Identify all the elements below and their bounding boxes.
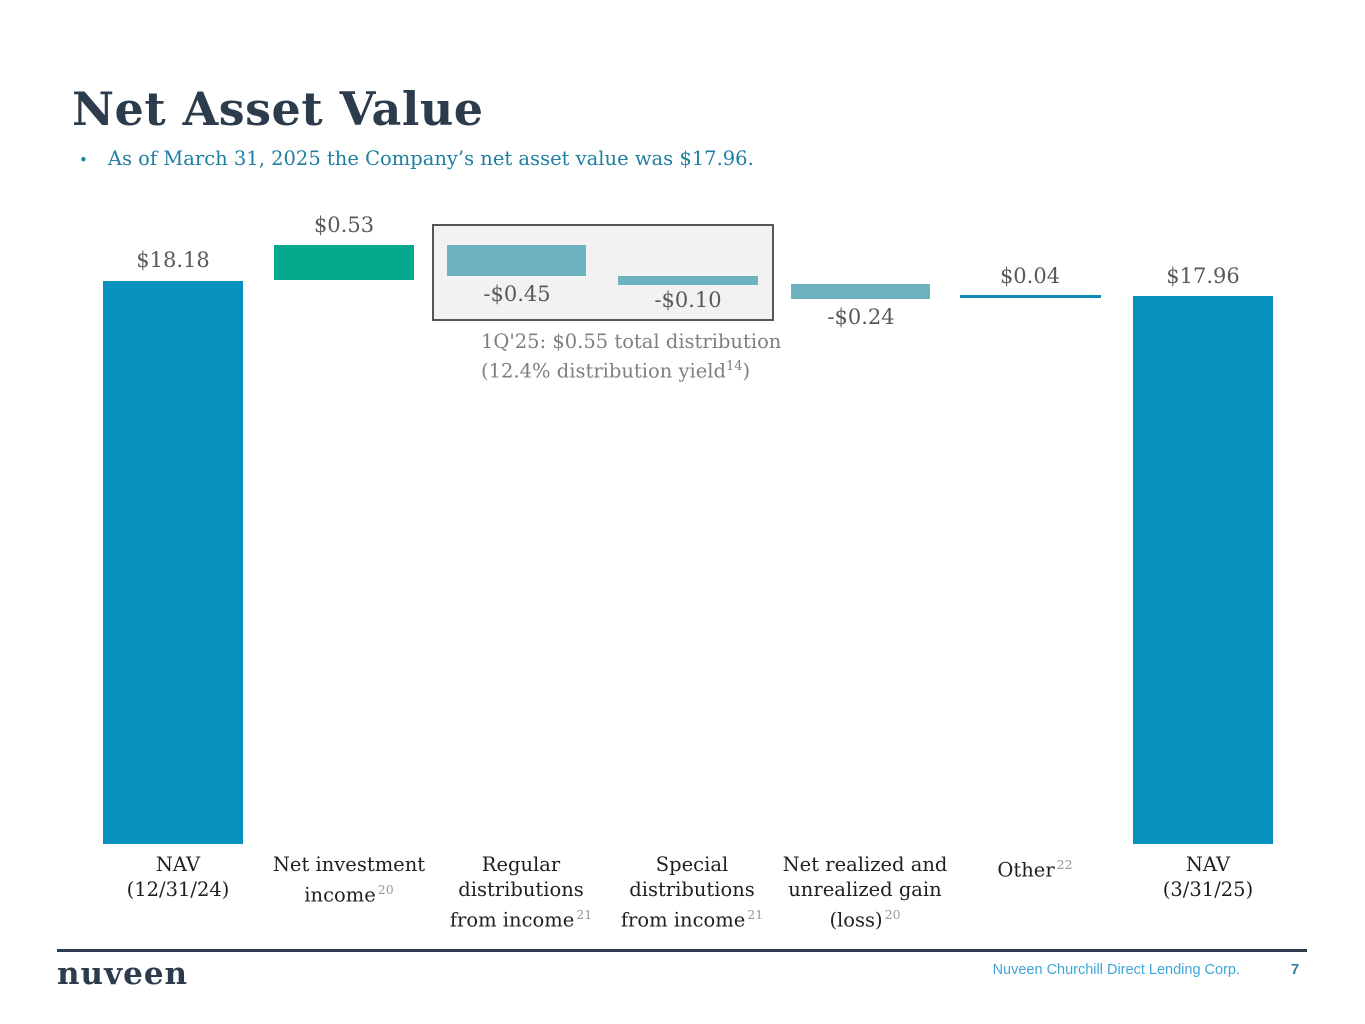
footnote-ref-14: 14 (726, 358, 743, 374)
bar-nav-end (1133, 296, 1273, 844)
category-label-special-distributions: Special distributions from income 21 (620, 853, 764, 932)
page-number: 7 (1290, 961, 1300, 978)
bar-other (960, 295, 1101, 298)
footnote-ref-22: 22 (1056, 857, 1073, 872)
value-label-nav-end: $17.96 (1166, 264, 1240, 288)
category-label-net-realized-gain: Net realized and unrealized gain (loss) 2… (782, 853, 948, 932)
footnote-ref-21: 21 (576, 907, 593, 922)
bar-net-realized-gain (791, 284, 930, 299)
bar-regular-distributions (447, 245, 586, 276)
value-label-nav-start: $18.18 (136, 248, 210, 272)
value-label-net-investment-income: $0.53 (313, 213, 375, 237)
category-label-regular-distributions: Regular distributions from income 21 (449, 853, 593, 932)
category-label-nav-start: NAV (12/31/24) (126, 853, 230, 901)
value-label-other: $0.04 (999, 264, 1061, 288)
footnote-ref-21: 21 (747, 907, 764, 922)
annotation-line1: 1Q'25: $0.55 total distribution (481, 330, 782, 353)
footnote-ref-20: 20 (377, 882, 394, 897)
bar-nav-start (103, 281, 243, 844)
bullet-item: • As of March 31, 2025 the Company’s net… (79, 147, 754, 173)
footer-divider (57, 949, 1307, 952)
category-label-nav-end: NAV (3/31/25) (1162, 853, 1254, 901)
bullet-text: As of March 31, 2025 the Company’s net a… (107, 147, 754, 170)
value-label-net-realized-gain: -$0.24 (827, 305, 895, 329)
page-title: Net Asset Value (72, 82, 484, 136)
value-label-regular-distributions: -$0.45 (483, 282, 551, 306)
footnote-ref-20: 20 (884, 907, 901, 922)
distribution-annotation: 1Q'25: $0.55 total distribution (12.4% d… (481, 330, 782, 382)
annotation-line2: (12.4% distribution yield (481, 359, 726, 382)
category-label-other: Other 22 (997, 857, 1073, 882)
nuveen-logo: nuveen (57, 956, 189, 992)
category-label-net-investment-income: Net investment income 20 (272, 853, 426, 907)
bar-net-investment-income (274, 245, 414, 280)
value-label-special-distributions: -$0.10 (654, 288, 722, 312)
bar-special-distributions (618, 276, 758, 285)
footer-company-name: Nuveen Churchill Direct Lending Corp. (992, 962, 1240, 978)
bullet-icon: • (79, 151, 88, 169)
